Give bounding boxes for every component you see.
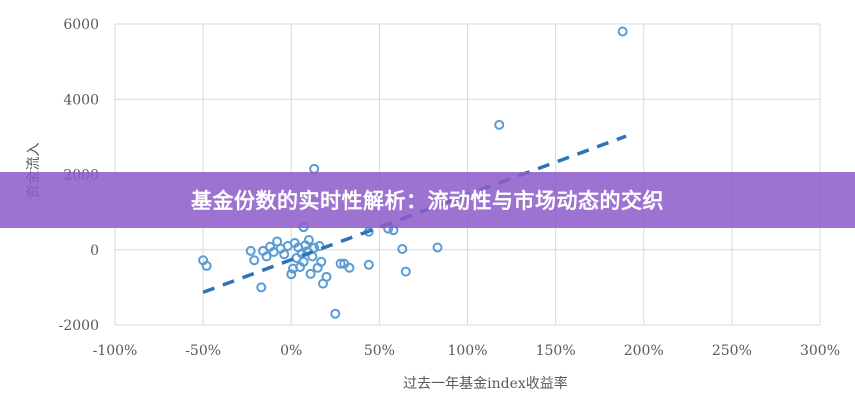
x-tick-label: 100%	[447, 343, 487, 359]
data-point	[316, 256, 327, 267]
x-axis-ticks: -100% -50% 0% 50% 100% 150% 200% 250% 300%	[93, 343, 840, 359]
x-axis-title: 过去一年基金index收益率	[403, 375, 568, 392]
x-tick-label: 300%	[800, 343, 840, 359]
data-point	[344, 262, 355, 273]
x-tick-label: 150%	[536, 343, 576, 359]
data-point	[309, 242, 320, 253]
data-point	[494, 119, 505, 130]
y-tick-label: 4000	[63, 92, 99, 108]
data-point	[330, 308, 341, 319]
data-point	[363, 259, 374, 270]
data-point	[303, 234, 314, 245]
y-tick-label: -2000	[59, 318, 99, 334]
data-point	[321, 271, 332, 282]
data-point	[305, 268, 316, 279]
banner-title: 基金份数的实时性解析：流动性与市场动态的交织	[191, 189, 664, 213]
x-tick-label: 50%	[364, 343, 395, 359]
data-point	[298, 256, 309, 267]
y-tick-label: 0	[90, 243, 99, 259]
data-point	[397, 243, 408, 254]
data-point	[256, 282, 267, 293]
x-tick-label: -50%	[185, 343, 221, 359]
data-point	[400, 266, 411, 277]
data-point	[261, 251, 272, 262]
data-point	[201, 260, 212, 271]
x-tick-label: -100%	[93, 343, 138, 359]
x-tick-label: 250%	[712, 343, 752, 359]
x-tick-label: 200%	[624, 343, 664, 359]
title-banner: 基金份数的实时性解析：流动性与市场动态的交织	[0, 172, 855, 228]
data-point	[245, 245, 256, 256]
x-tick-label: 0%	[280, 343, 302, 359]
y-tick-label: 6000	[63, 17, 99, 33]
data-point	[249, 255, 260, 266]
data-point	[432, 242, 443, 253]
data-point	[335, 258, 346, 269]
data-point	[286, 269, 297, 280]
data-point	[617, 26, 628, 37]
data-point	[279, 249, 290, 260]
